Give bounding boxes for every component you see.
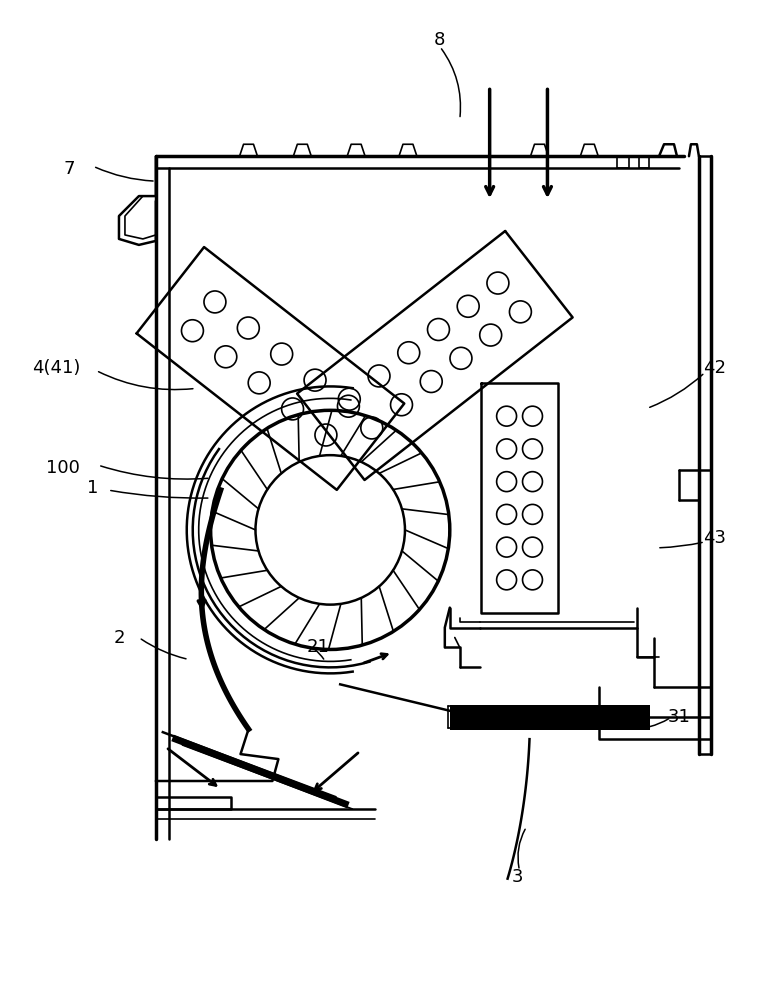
Text: 7: 7	[64, 160, 75, 178]
Text: 1: 1	[87, 479, 99, 497]
Text: 21: 21	[307, 638, 330, 656]
Text: 31: 31	[667, 708, 691, 726]
Text: 2: 2	[113, 629, 125, 647]
Text: 100: 100	[46, 459, 80, 477]
Text: 42: 42	[703, 359, 726, 377]
Text: 4(41): 4(41)	[32, 359, 81, 377]
Text: 3: 3	[512, 868, 523, 886]
Text: 8: 8	[434, 31, 445, 49]
Text: 43: 43	[703, 529, 726, 547]
